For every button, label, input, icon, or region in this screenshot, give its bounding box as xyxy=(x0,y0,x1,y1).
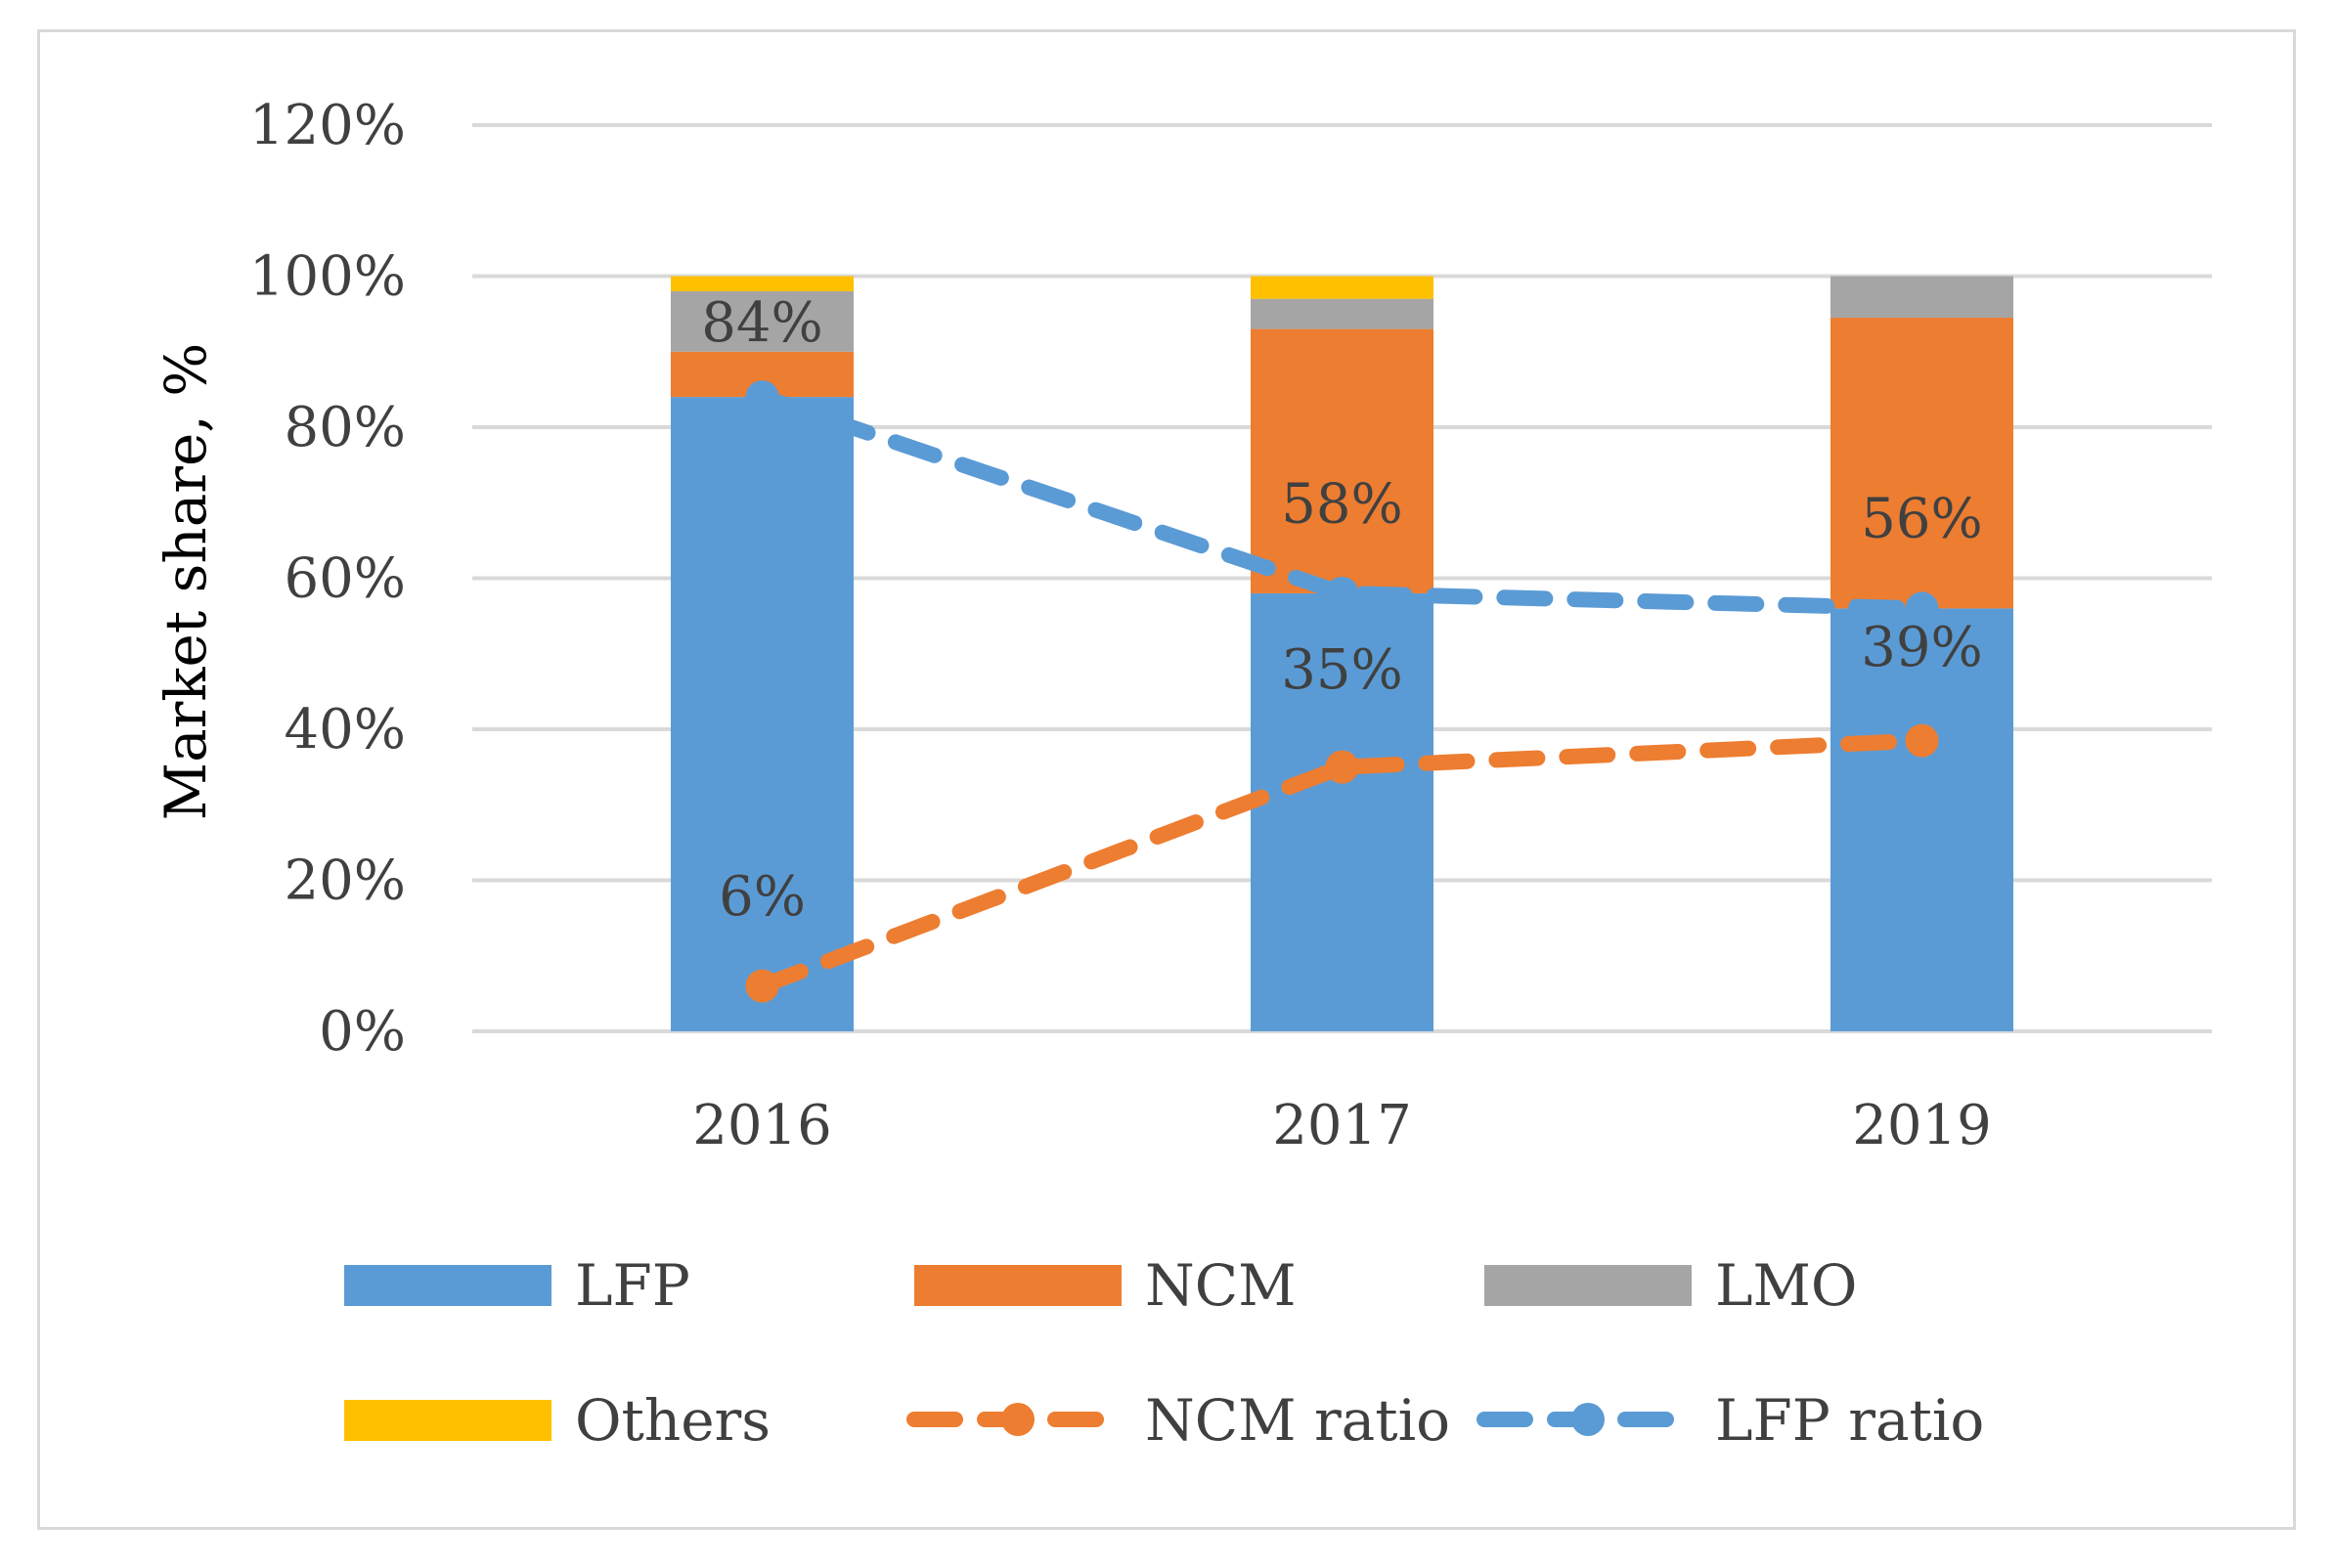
y-tick-label: 80% xyxy=(285,396,406,459)
y-tick-label: 40% xyxy=(285,698,406,762)
ncm-ratio-marker-2017 xyxy=(1325,750,1359,784)
bar-lmo-2016 xyxy=(671,290,854,352)
data-label: 6% xyxy=(719,865,806,929)
data-label: 39% xyxy=(1861,616,1982,679)
ratio-lines xyxy=(745,380,1939,1003)
y-axis-title: Market share, % xyxy=(153,343,219,821)
y-axis-ticks: 0% 20% 40% 60% 80% 100% 120% xyxy=(249,94,406,1064)
legend-swatch-lmo xyxy=(1484,1265,1692,1306)
legend-label-lfp-ratio: LFP ratio xyxy=(1715,1387,1984,1454)
y-tick-label: 60% xyxy=(285,547,406,611)
legend-label-ncm-ratio: NCM ratio xyxy=(1145,1387,1450,1454)
legend-marker-ncm-ratio xyxy=(1001,1403,1035,1436)
bar-lmo-2019 xyxy=(1830,276,2013,318)
bar-ncm-2019 xyxy=(1830,317,2013,609)
bar-lfp-2019 xyxy=(1830,608,2013,1031)
x-axis-categories: 2016 2017 2019 xyxy=(692,1094,1992,1157)
data-label: 56% xyxy=(1861,488,1982,551)
y-tick-label: 0% xyxy=(319,1000,406,1064)
y-tick-label: 100% xyxy=(249,245,406,309)
data-label: 58% xyxy=(1281,472,1402,536)
data-label: 35% xyxy=(1281,638,1402,702)
y-tick-label: 20% xyxy=(285,849,406,913)
legend-swatch-lfp xyxy=(344,1265,551,1306)
legend-swatch-ncm xyxy=(914,1265,1122,1306)
bars xyxy=(671,276,2013,1032)
legend-marker-lfp-ratio xyxy=(1571,1403,1605,1436)
legend-swatch-others xyxy=(344,1400,551,1441)
legend: LFP NCM LMO Others NCM ratio LFP ratio xyxy=(344,1252,1984,1454)
data-labels: 84% 6% 58% 35% 56% 39% xyxy=(701,291,1982,929)
ncm-ratio-line xyxy=(754,732,1930,994)
x-category-label: 2016 xyxy=(692,1094,832,1157)
bar-ncm-2017 xyxy=(1251,328,1433,593)
bar-lmo-2017 xyxy=(1251,298,1433,329)
x-category-label: 2019 xyxy=(1852,1094,1992,1157)
lfp-ratio-marker-2016 xyxy=(745,380,779,414)
y-tick-label: 120% xyxy=(249,94,406,157)
ncm-ratio-marker-2016 xyxy=(745,969,779,1003)
legend-label-lfp: LFP xyxy=(575,1252,690,1319)
x-category-label: 2017 xyxy=(1272,1094,1412,1157)
bar-others-2016 xyxy=(671,276,854,291)
legend-label-others: Others xyxy=(575,1387,771,1454)
data-label: 84% xyxy=(701,291,822,355)
legend-label-ncm: NCM xyxy=(1145,1252,1297,1319)
lfp-ratio-marker-2017 xyxy=(1325,576,1359,610)
legend-label-lmo: LMO xyxy=(1715,1252,1857,1319)
ncm-ratio-marker-2019 xyxy=(1905,723,1939,758)
bar-others-2017 xyxy=(1251,276,1433,299)
bar-lfp-2016 xyxy=(671,397,854,1032)
bar-lfp-2017 xyxy=(1251,592,1433,1031)
lfp-ratio-line xyxy=(754,389,1930,617)
lfp-ratio-marker-2019 xyxy=(1905,591,1939,626)
